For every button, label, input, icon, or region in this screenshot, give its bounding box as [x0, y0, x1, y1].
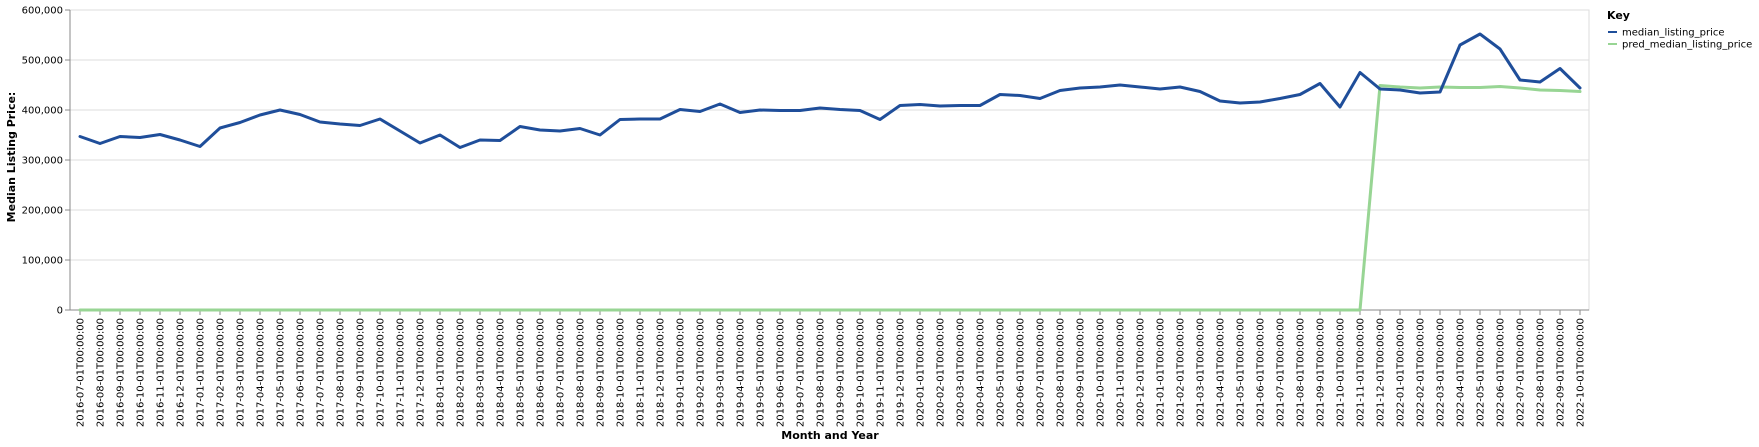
x-tick-label: 2019-07-01T00:00:00 [796, 318, 807, 427]
x-tick-label: 2021-01-01T00:00:00 [1156, 318, 1167, 427]
x-axis-title: Month and Year [781, 429, 879, 442]
x-tick-label: 2017-03-01T00:00:00 [236, 318, 247, 427]
x-tick-label: 2020-01-01T00:00:00 [916, 318, 927, 427]
x-tick-label: 2020-03-01T00:00:00 [956, 318, 967, 427]
x-tick-label: 2021-12-01T00:00:00 [1376, 318, 1387, 427]
y-tick-label: 200,000 [22, 206, 63, 217]
x-tick-label: 2022-05-01T00:00:00 [1476, 318, 1487, 427]
x-tick-label: 2018-10-01T00:00:00 [616, 318, 627, 427]
legend: Key median_listing_pricepred_median_list… [1607, 9, 1752, 51]
x-tick-label: 2021-11-01T00:00:00 [1356, 318, 1367, 427]
x-tick-label: 2020-12-01T00:00:00 [1136, 318, 1147, 427]
x-tick-label: 2022-01-01T00:00:00 [1396, 318, 1407, 427]
x-tick-label: 2020-02-01T00:00:00 [936, 318, 947, 427]
y-tick-label: 500,000 [22, 56, 63, 67]
x-tick-label: 2021-06-01T00:00:00 [1256, 318, 1267, 427]
legend-label-median_listing_price: median_listing_price [1622, 28, 1725, 39]
x-tick-label: 2017-08-01T00:00:00 [336, 318, 347, 427]
x-tick-label: 2017-11-01T00:00:00 [396, 318, 407, 427]
y-axis: 0 100,000 200,000 300,000 400,000 500,000 600,… [22, 6, 71, 317]
x-tick-label: 2018-06-01T00:00:00 [536, 318, 547, 427]
x-tick-label: 2019-12-01T00:00:00 [896, 318, 907, 427]
x-tick-label: 2017-10-01T00:00:00 [376, 318, 387, 427]
x-tick-label: 2022-06-01T00:00:00 [1496, 318, 1507, 427]
x-tick-label: 2017-04-01T00:00:00 [256, 318, 267, 427]
gridlines [70, 9, 1589, 311]
x-tick-label: 2018-07-01T00:00:00 [556, 318, 567, 427]
y-tick-label: 300,000 [22, 156, 63, 167]
x-tick-label: 2016-12-01T00:00:00 [176, 318, 187, 427]
y-tick-label: 0 [57, 306, 63, 317]
x-tick-label: 2018-08-01T00:00:00 [576, 318, 587, 427]
x-tick-label: 2019-11-01T00:00:00 [876, 318, 887, 427]
x-tick-label: 2017-07-01T00:00:00 [316, 318, 327, 427]
x-axis: 2016-07-01T00:00:00 2016-08-01T00:00:00 20… [70, 309, 1589, 427]
x-tick-label: 2019-03-01T00:00:00 [716, 318, 727, 427]
x-tick-label: 2020-08-01T00:00:00 [1056, 318, 1067, 427]
x-tick-label: 2019-06-01T00:00:00 [776, 318, 787, 427]
x-tick-label: 2020-11-01T00:00:00 [1116, 318, 1127, 427]
x-tick-label: 2021-02-01T00:00:00 [1176, 318, 1187, 427]
x-tick-label: 2022-03-01T00:00:00 [1436, 318, 1447, 427]
x-tick-label: 2021-05-01T00:00:00 [1236, 318, 1247, 427]
y-tick-label: 600,000 [22, 6, 63, 17]
x-tick-label: 2017-05-01T00:00:00 [276, 318, 287, 427]
x-tick-label: 2022-08-01T00:00:00 [1536, 318, 1547, 427]
x-tick-label: 2022-04-01T00:00:00 [1456, 318, 1467, 427]
x-tick-label: 2018-09-01T00:00:00 [596, 318, 607, 427]
legend-label-pred_median_listing_price: pred_median_listing_price [1622, 40, 1752, 51]
x-tick-label: 2019-02-01T00:00:00 [696, 318, 707, 427]
x-tick-label: 2021-10-01T00:00:00 [1336, 318, 1347, 427]
x-tick-label: 2019-04-01T00:00:00 [736, 318, 747, 427]
x-tick-label: 2018-03-01T00:00:00 [476, 318, 487, 427]
x-tick-label: 2021-08-01T00:00:00 [1296, 318, 1307, 427]
x-tick-label: 2017-09-01T00:00:00 [356, 318, 367, 427]
x-tick-label: 2022-02-01T00:00:00 [1416, 318, 1427, 427]
x-tick-label: 2020-04-01T00:00:00 [976, 318, 987, 427]
x-tick-label: 2020-06-01T00:00:00 [1016, 318, 1027, 427]
x-tick-label: 2020-09-01T00:00:00 [1076, 318, 1087, 427]
x-tick-label: 2019-10-01T00:00:00 [856, 318, 867, 427]
x-tick-label: 2017-02-01T00:00:00 [216, 318, 227, 427]
x-tick-label: 2020-07-01T00:00:00 [1036, 318, 1047, 427]
x-tick-label: 2019-05-01T00:00:00 [756, 318, 767, 427]
series-line-median_listing_price [78, 32, 1582, 149]
x-tick-label: 2017-06-01T00:00:00 [296, 318, 307, 427]
series-layer [78, 32, 1582, 312]
x-tick-label: 2022-10-01T00:00:00 [1576, 318, 1587, 427]
x-tick-label: 2020-05-01T00:00:00 [996, 318, 1007, 427]
x-tick-label: 2016-07-01T00:00:00 [76, 318, 87, 427]
x-tick-label: 2016-08-01T00:00:00 [96, 318, 107, 427]
y-tick-label: 100,000 [22, 256, 63, 267]
x-tick-label: 2018-11-01T00:00:00 [636, 318, 647, 427]
x-tick-label: 2018-02-01T00:00:00 [456, 318, 467, 427]
x-tick-label: 2021-09-01T00:00:00 [1316, 318, 1327, 427]
x-tick-label: 2021-03-01T00:00:00 [1196, 318, 1207, 427]
legend-items: median_listing_pricepred_median_listing_… [1608, 28, 1752, 51]
x-tick-label: 2022-07-01T00:00:00 [1516, 318, 1527, 427]
x-tick-label: 2018-01-01T00:00:00 [436, 318, 447, 427]
x-tick-label: 2016-11-01T00:00:00 [156, 318, 167, 427]
x-tick-label: 2019-01-01T00:00:00 [676, 318, 687, 427]
x-tick-label: 2018-05-01T00:00:00 [516, 318, 527, 427]
x-tick-label: 2020-10-01T00:00:00 [1096, 318, 1107, 427]
x-tick-label: 2019-08-01T00:00:00 [816, 318, 827, 427]
x-tick-label: 2017-12-01T00:00:00 [416, 318, 427, 427]
x-tick-label: 2019-09-01T00:00:00 [836, 318, 847, 427]
y-tick-label: 400,000 [22, 106, 63, 117]
x-tick-label: 2016-10-01T00:00:00 [136, 318, 147, 427]
x-tick-label: 2021-07-01T00:00:00 [1276, 318, 1287, 427]
y-axis-title: Median Listing Price: [5, 92, 18, 223]
legend-title: Key [1607, 9, 1630, 22]
series-line-pred_median_listing_price [78, 84, 1582, 312]
x-tick-label: 2018-04-01T00:00:00 [496, 318, 507, 427]
x-tick-label: 2022-09-01T00:00:00 [1556, 318, 1567, 427]
x-tick-label: 2018-12-01T00:00:00 [656, 318, 667, 427]
x-tick-label: 2021-04-01T00:00:00 [1216, 318, 1227, 427]
x-tick-label: 2017-01-01T00:00:00 [196, 318, 207, 427]
x-tick-label: 2016-09-01T00:00:00 [116, 318, 127, 427]
